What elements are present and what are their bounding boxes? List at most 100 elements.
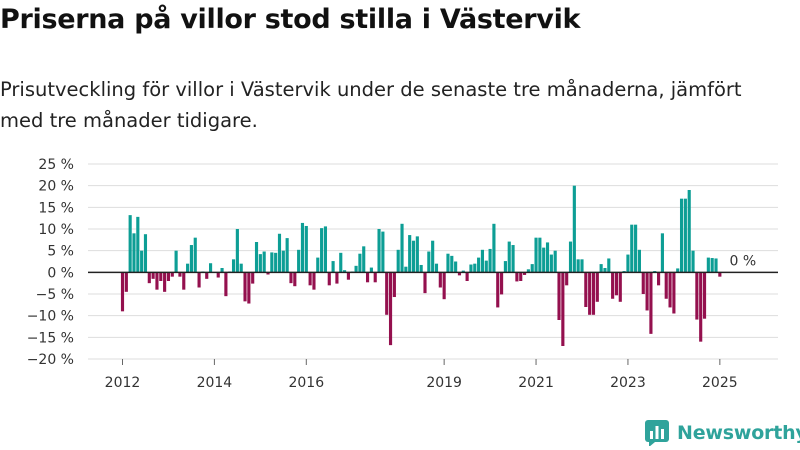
bar bbox=[362, 246, 366, 273]
bar bbox=[641, 272, 645, 294]
y-tick-label: 10 % bbox=[38, 222, 74, 238]
bar bbox=[231, 259, 236, 273]
bar bbox=[274, 252, 278, 273]
bar bbox=[584, 272, 588, 307]
bar bbox=[442, 272, 446, 300]
bar bbox=[591, 272, 596, 315]
bar bbox=[159, 272, 163, 281]
bar bbox=[668, 272, 672, 308]
bar bbox=[664, 272, 668, 299]
x-tick-label: 2016 bbox=[288, 375, 324, 391]
bar bbox=[538, 237, 542, 273]
bar bbox=[132, 233, 136, 273]
bar bbox=[492, 223, 496, 273]
bar bbox=[607, 258, 611, 273]
bar bbox=[530, 264, 534, 273]
bar bbox=[151, 272, 155, 279]
y-axis-ticks: 25 % 20 % 15 % 10 % 5 % 0 % −5 % −10 % −15 % −20 … bbox=[27, 157, 74, 368]
logo-text: Newsworthy bbox=[677, 422, 800, 444]
bar bbox=[465, 272, 469, 281]
bar bbox=[388, 272, 393, 346]
bar bbox=[687, 190, 691, 273]
bar bbox=[323, 226, 328, 273]
bar bbox=[339, 252, 343, 273]
bar bbox=[189, 245, 193, 273]
bar bbox=[503, 261, 507, 273]
bar bbox=[630, 224, 634, 273]
bar bbox=[182, 272, 186, 290]
bar bbox=[484, 260, 488, 273]
bar bbox=[297, 249, 301, 273]
bar bbox=[637, 249, 641, 273]
bar bbox=[626, 254, 630, 273]
bar bbox=[634, 224, 638, 273]
bar bbox=[174, 250, 178, 273]
bar bbox=[588, 272, 592, 315]
bar bbox=[404, 266, 408, 273]
bar bbox=[224, 272, 228, 297]
bar bbox=[358, 253, 362, 273]
bar bbox=[469, 264, 473, 273]
y-tick-label: 0 % bbox=[47, 265, 74, 281]
bar bbox=[124, 272, 128, 292]
bar bbox=[461, 270, 465, 273]
bar bbox=[239, 263, 243, 273]
bar bbox=[369, 267, 373, 273]
bar bbox=[281, 250, 285, 273]
bar bbox=[285, 238, 289, 273]
bar bbox=[316, 257, 320, 273]
bar bbox=[155, 272, 159, 290]
bar bbox=[163, 272, 167, 292]
bar bbox=[603, 268, 607, 273]
bar bbox=[262, 251, 266, 273]
bar bbox=[542, 247, 546, 273]
bar bbox=[450, 255, 454, 273]
bar bbox=[419, 264, 423, 273]
bar bbox=[300, 222, 305, 273]
bar bbox=[695, 272, 699, 320]
bar bbox=[415, 236, 419, 273]
bar bbox=[534, 237, 538, 273]
bar bbox=[565, 272, 569, 286]
x-tick-label: 2014 bbox=[197, 375, 233, 391]
bar bbox=[454, 261, 458, 273]
y-tick-label: 20 % bbox=[38, 179, 74, 195]
bar bbox=[645, 272, 649, 311]
x-tick-label: 2023 bbox=[610, 375, 646, 391]
bar bbox=[718, 272, 722, 277]
bar bbox=[243, 272, 247, 302]
newsworthy-logo: Newsworthy bbox=[645, 420, 800, 446]
bar bbox=[488, 248, 492, 273]
bar bbox=[572, 185, 576, 273]
chart-subtitle: Prisutveckling för villor i Västervik un… bbox=[0, 78, 742, 132]
y-tick-label: −10 % bbox=[27, 309, 74, 325]
x-tick-label: 2019 bbox=[426, 375, 462, 391]
latest-value-annotation: 0 % bbox=[730, 253, 757, 269]
bar bbox=[599, 264, 603, 273]
bar bbox=[580, 259, 584, 273]
bar bbox=[522, 272, 527, 275]
bar bbox=[411, 240, 416, 273]
bar bbox=[702, 272, 707, 319]
bar bbox=[216, 272, 220, 278]
x-tick-label: 2012 bbox=[105, 375, 141, 391]
bar bbox=[251, 272, 255, 284]
bar bbox=[511, 245, 515, 273]
bar bbox=[480, 249, 485, 273]
bar bbox=[277, 233, 282, 273]
bar bbox=[683, 198, 687, 273]
bar bbox=[220, 268, 224, 273]
bar bbox=[691, 250, 695, 273]
bar bbox=[408, 235, 412, 273]
bar bbox=[365, 272, 370, 283]
bar bbox=[568, 241, 573, 273]
bar bbox=[699, 272, 703, 342]
bar bbox=[178, 272, 182, 277]
bar bbox=[140, 250, 144, 273]
bar bbox=[396, 249, 400, 273]
bar bbox=[308, 272, 312, 286]
bar bbox=[672, 272, 676, 314]
x-tick-label: 2021 bbox=[518, 375, 554, 391]
bar bbox=[660, 233, 664, 273]
